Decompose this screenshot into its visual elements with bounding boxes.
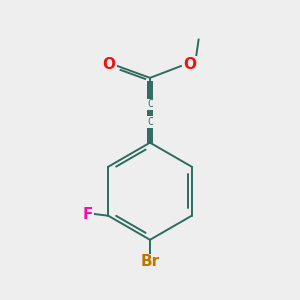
Text: O: O	[183, 57, 196, 72]
Text: O: O	[102, 57, 115, 72]
Text: Br: Br	[140, 254, 160, 269]
Text: C: C	[147, 99, 153, 110]
Text: F: F	[82, 206, 92, 221]
Text: C: C	[147, 117, 153, 127]
